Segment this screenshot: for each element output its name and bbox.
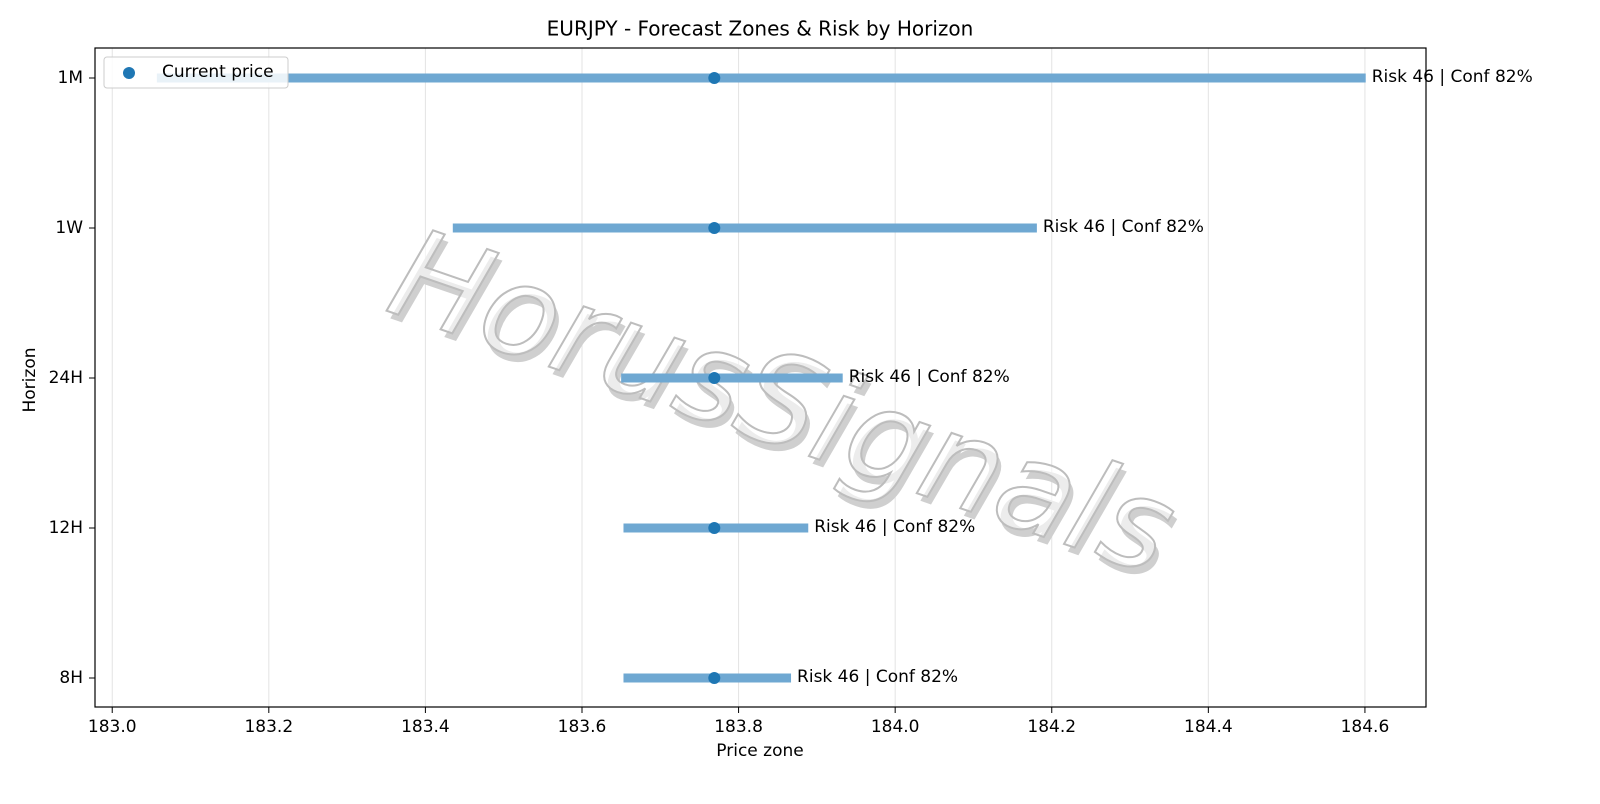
zone-annotation: Risk 46 | Conf 82% (849, 367, 1010, 387)
y-tick-label: 8H (59, 668, 83, 688)
x-tick-label: 184.6 (1341, 717, 1390, 737)
watermark-text: HorusSignals (374, 201, 1192, 604)
current-price-dot (708, 522, 721, 534)
current-price-dot (708, 72, 721, 84)
zone-annotation: Risk 46 | Conf 82% (1043, 217, 1204, 237)
y-tick-label: 1W (55, 218, 83, 238)
chart-title: EURJPY - Forecast Zones & Risk by Horizo… (547, 17, 974, 41)
current-price-dot (708, 222, 721, 234)
x-tick-label: 183.2 (244, 717, 293, 737)
y-axis-label: Horizon (20, 348, 40, 413)
zone-annotation: Risk 46 | Conf 82% (1372, 67, 1533, 87)
current-price-dot (708, 372, 721, 384)
plot-frame (94, 47, 1427, 708)
x-tick-label: 184.0 (871, 717, 920, 737)
x-tick-label: 183.4 (401, 717, 450, 737)
x-tick-label: 184.4 (1184, 717, 1233, 737)
x-tick-label: 183.0 (88, 717, 137, 737)
legend-label: Current price (162, 62, 274, 82)
current-price-dot (708, 672, 721, 684)
legend-box (103, 56, 289, 89)
x-tick-label: 183.8 (714, 717, 763, 737)
y-tick-label: 12H (49, 518, 83, 538)
zone-annotation: Risk 46 | Conf 82% (797, 667, 958, 687)
x-axis-label: Price zone (716, 741, 803, 761)
zone-annotation: Risk 46 | Conf 82% (814, 517, 975, 537)
y-tick-label: 1M (58, 68, 83, 88)
x-tick-label: 184.2 (1027, 717, 1076, 737)
y-tick-label: 24H (49, 368, 83, 388)
x-tick-label: 183.6 (558, 717, 607, 737)
legend-marker (123, 67, 135, 79)
